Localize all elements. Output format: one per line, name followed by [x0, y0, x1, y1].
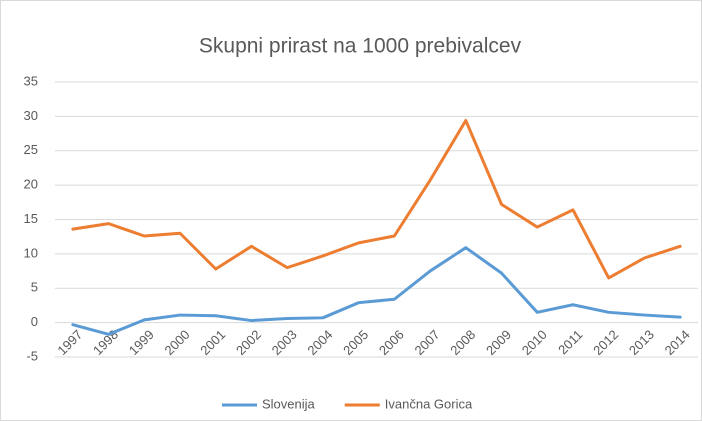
y-tick-label: -5	[26, 348, 38, 363]
legend-label: Ivančna Gorica	[385, 396, 473, 411]
y-tick-label: 35	[24, 73, 38, 88]
chart-title: Skupni prirast na 1000 prebivalcev	[199, 35, 522, 58]
y-tick-label: 5	[31, 280, 38, 295]
y-tick-label: 30	[24, 108, 38, 123]
legend-label: Slovenija	[262, 396, 316, 411]
y-tick-label: 25	[24, 142, 38, 157]
y-tick-label: 0	[31, 314, 38, 329]
line-series	[71, 246, 682, 336]
y-tick-label: 10	[24, 245, 38, 260]
y-tick-label: 15	[24, 211, 38, 226]
y-tick-label: 20	[24, 177, 38, 192]
line-series	[71, 119, 682, 280]
